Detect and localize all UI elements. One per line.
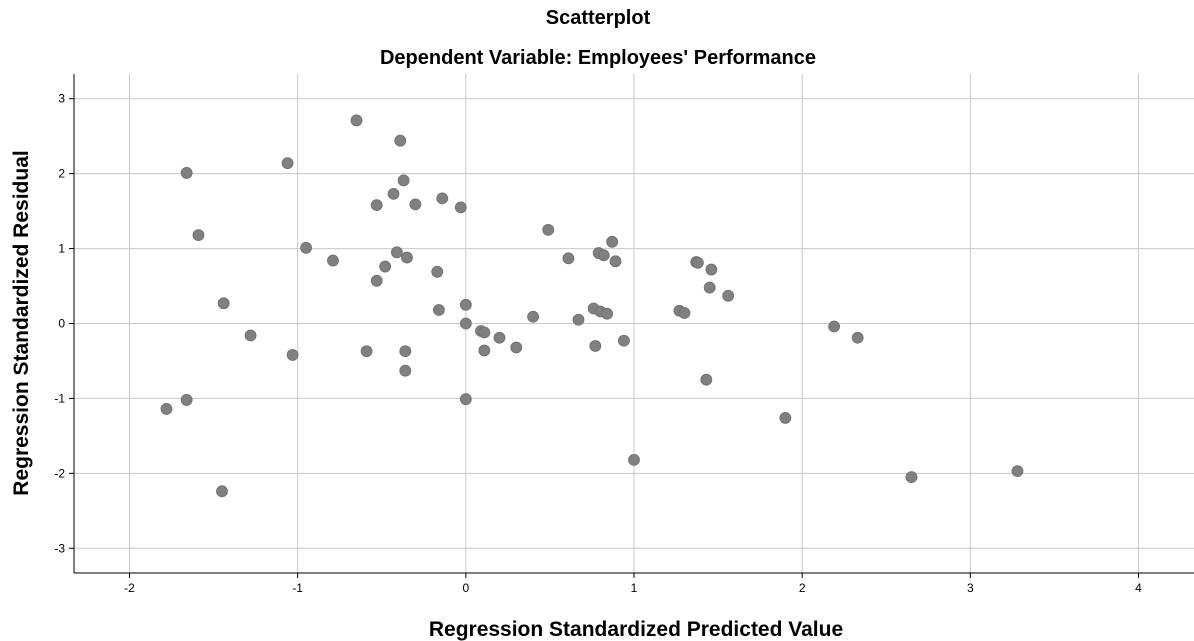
data-point (361, 346, 372, 357)
y-tick-label: 3 (58, 92, 65, 106)
x-tick-label: 1 (631, 581, 638, 595)
y-tick-label: 0 (58, 317, 65, 331)
data-point (723, 290, 734, 301)
data-point (380, 261, 391, 272)
data-point (607, 236, 618, 247)
data-point (704, 282, 715, 293)
data-point (590, 340, 601, 351)
data-point (610, 256, 621, 267)
data-point (437, 193, 448, 204)
data-point (181, 167, 192, 178)
y-tick-label: 2 (58, 167, 65, 181)
data-point (679, 308, 690, 319)
data-point (301, 242, 312, 253)
data-point (245, 330, 256, 341)
data-point (398, 175, 409, 186)
data-point (193, 230, 204, 241)
data-point (282, 158, 293, 169)
data-point (410, 199, 421, 210)
x-axis-label: Regression Standardized Predicted Value (429, 618, 843, 641)
y-tick-label: 1 (58, 242, 65, 256)
chart-subtitle: Dependent Variable: Employees' Performan… (380, 47, 816, 69)
data-point (460, 299, 471, 310)
data-point (460, 394, 471, 405)
data-point (618, 335, 629, 346)
data-point (1012, 466, 1023, 477)
data-point (371, 275, 382, 286)
data-point (692, 257, 703, 268)
data-point (460, 318, 471, 329)
data-point (161, 403, 172, 414)
data-point (479, 327, 490, 338)
chart-title: Scatterplot (546, 7, 651, 29)
data-point (400, 365, 411, 376)
data-point (706, 264, 717, 275)
data-point (852, 332, 863, 343)
x-tick-label: -1 (292, 581, 303, 595)
data-point (216, 486, 227, 497)
x-tick-label: -2 (124, 581, 135, 595)
data-point (455, 202, 466, 213)
y-tick-label: -2 (54, 466, 65, 480)
data-point (432, 266, 443, 277)
data-point (494, 332, 505, 343)
data-point (563, 253, 574, 264)
x-tick-label: 0 (462, 581, 469, 595)
y-axis-label: Regression Standardized Residual (10, 150, 33, 495)
data-point (511, 342, 522, 353)
data-point (479, 345, 490, 356)
data-point (181, 394, 192, 405)
data-point (433, 305, 444, 316)
x-tick-label: 2 (799, 581, 806, 595)
data-point (391, 247, 402, 258)
data-point (629, 454, 640, 465)
data-point (287, 349, 298, 360)
data-point (543, 224, 554, 235)
x-tick-label: 4 (1135, 581, 1142, 595)
data-point (388, 188, 399, 199)
data-point (602, 308, 613, 319)
data-point (780, 412, 791, 423)
data-point (327, 255, 338, 266)
data-point (598, 250, 609, 261)
data-point (218, 298, 229, 309)
data-point (371, 200, 382, 211)
y-tick-label: -3 (54, 541, 65, 555)
x-tick-label: 3 (967, 581, 974, 595)
data-point (401, 252, 412, 263)
data-point (351, 115, 362, 126)
data-point (395, 135, 406, 146)
data-point (528, 311, 539, 322)
data-point (906, 472, 917, 483)
data-point (829, 321, 840, 332)
y-tick-label: -1 (54, 391, 65, 405)
data-point (573, 314, 584, 325)
data-point (400, 346, 411, 357)
data-point (701, 374, 712, 385)
